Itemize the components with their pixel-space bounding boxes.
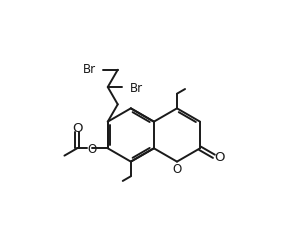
Text: O: O bbox=[72, 122, 82, 134]
Text: Br: Br bbox=[83, 63, 96, 76]
Text: O: O bbox=[172, 162, 182, 175]
Text: Br: Br bbox=[130, 81, 143, 94]
Text: O: O bbox=[215, 150, 225, 163]
Text: O: O bbox=[87, 142, 96, 155]
